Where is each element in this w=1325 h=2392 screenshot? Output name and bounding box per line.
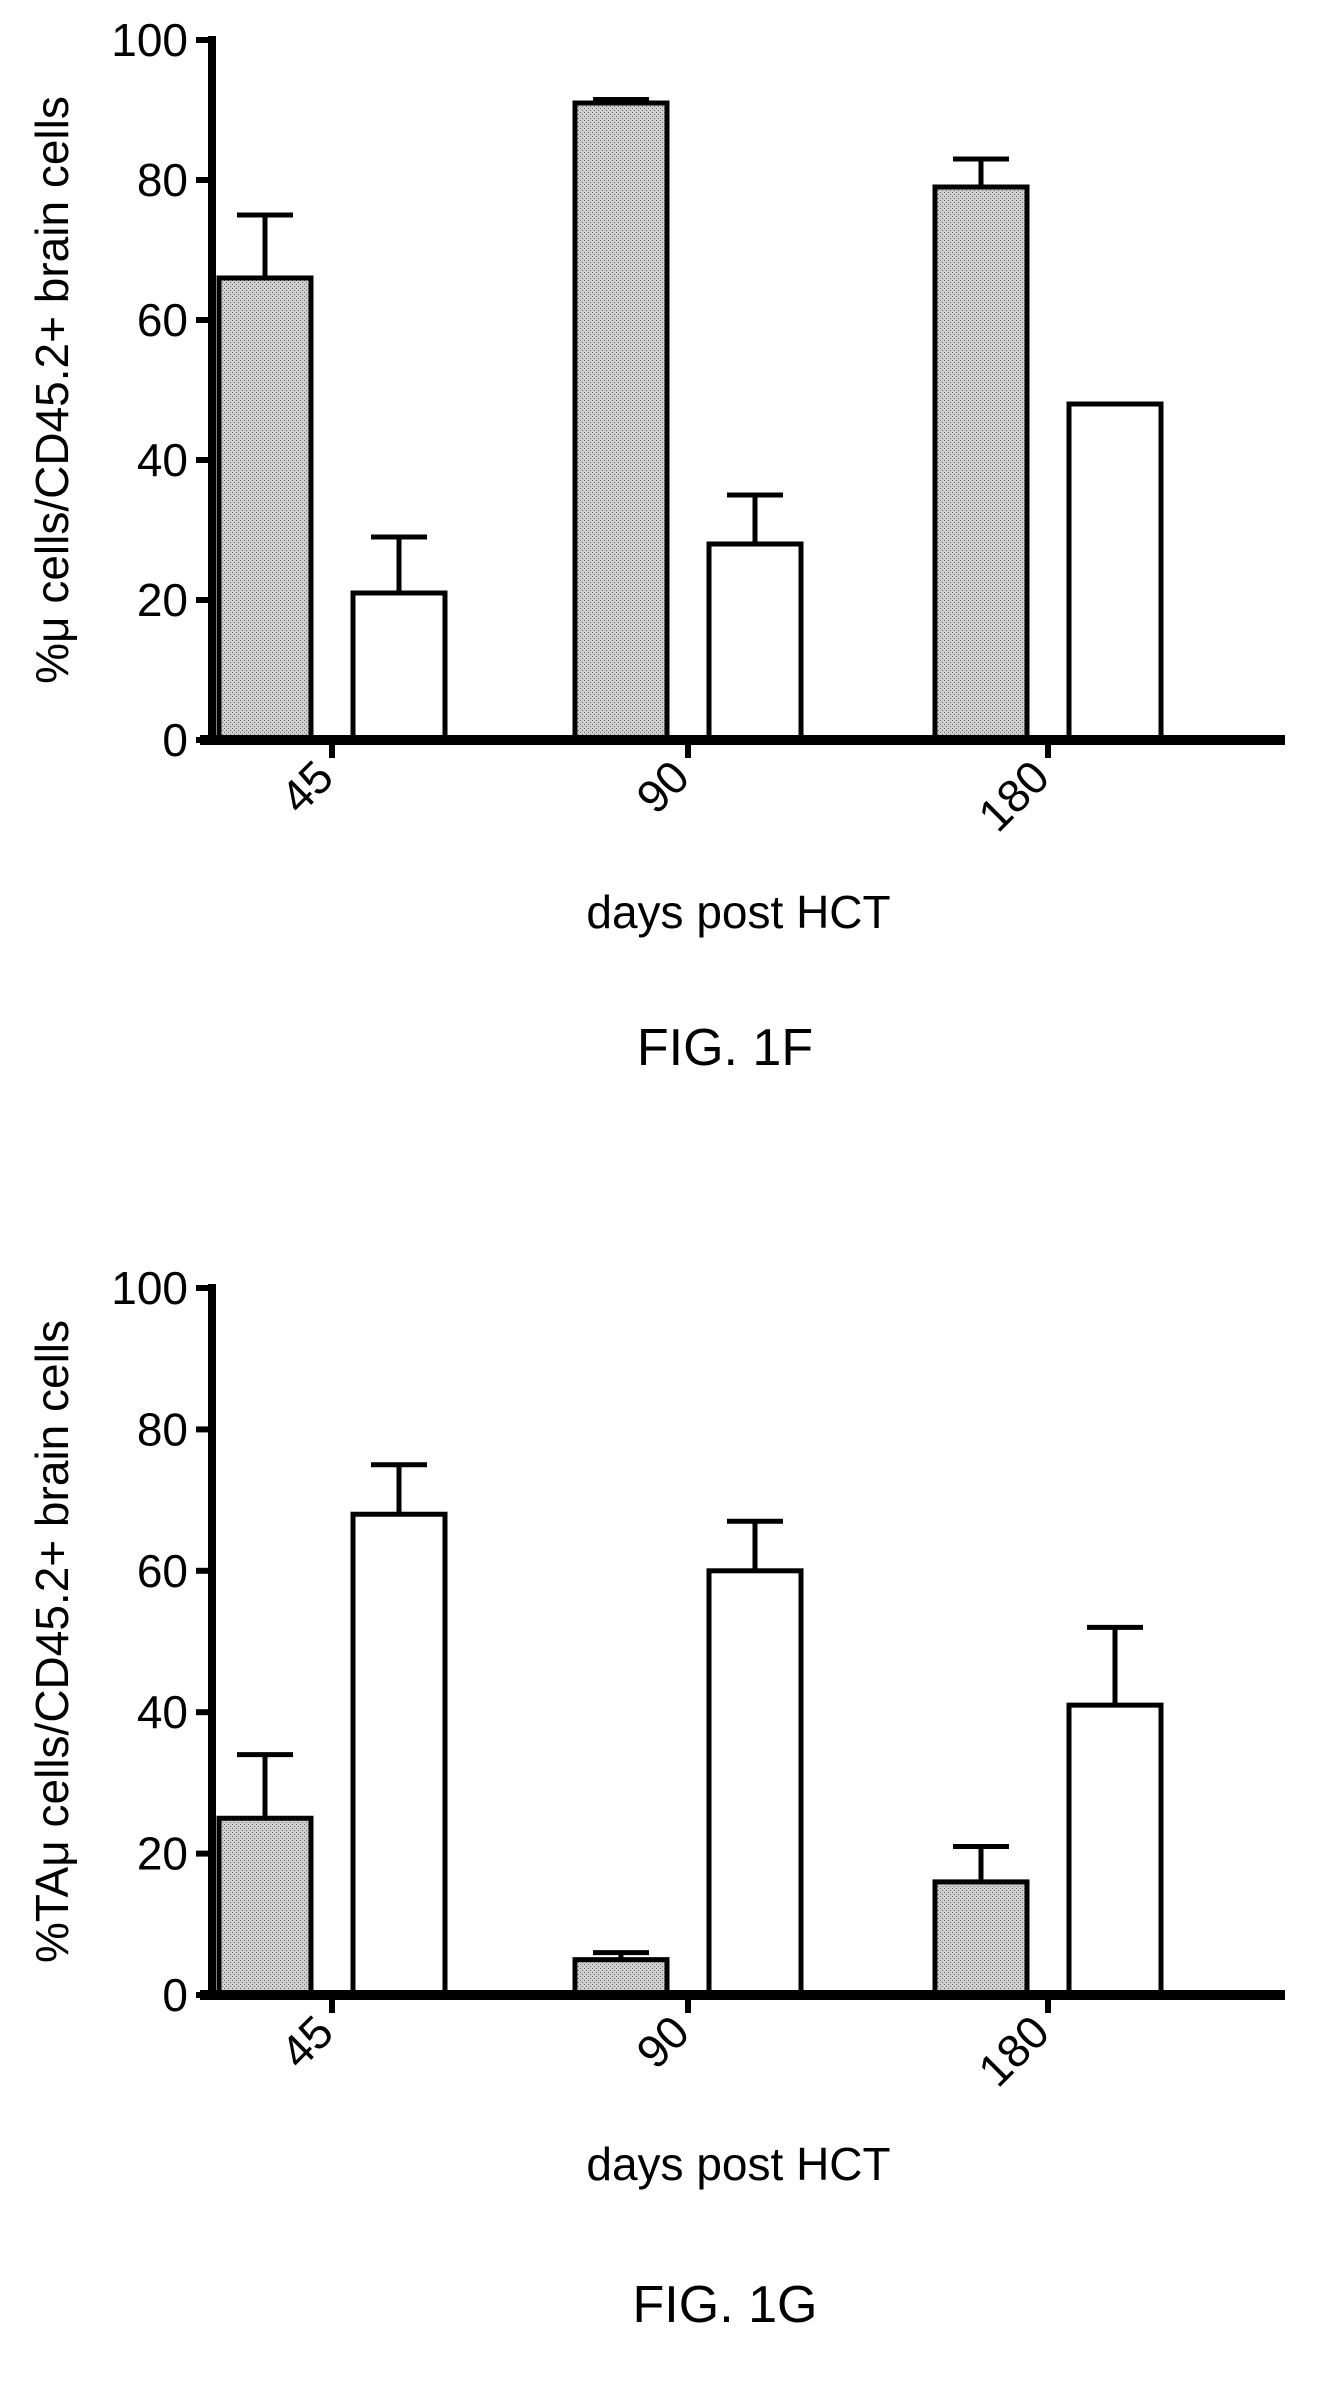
chart1-bar-45-series1 [216, 275, 314, 743]
chart2-x-tick-label-180: 180 [968, 2005, 1059, 2096]
chart2-bar-90-series1 [572, 1957, 670, 1998]
chart2-bar-90-series2 [706, 1568, 804, 1998]
chart2-bar-180-series1 [932, 1879, 1030, 1998]
chart1-figure-caption: FIG. 1F [637, 1019, 813, 1077]
chart2-bar-180-series2 [1066, 1702, 1164, 1998]
chart2-y-tick-label-0: 0 [162, 1969, 188, 2021]
chart2-figure-caption: FIG. 1G [633, 2276, 818, 2334]
chart1-x-tick-label-90: 90 [626, 750, 699, 823]
chart2-bar-45-series2 [350, 1511, 448, 1998]
chart2-bar-45-series1 [216, 1815, 314, 1998]
chart1-y-tick-label-60: 60 [137, 294, 188, 346]
chart1-x-axis-label: days post HCT [586, 886, 890, 938]
chart1-bar-45-series2 [350, 590, 448, 743]
chart2-y-tick-label-100: 100 [111, 1262, 188, 1314]
chart2-x-axis-label: days post HCT [586, 2138, 890, 2190]
chart1-bar-90-series1 [572, 100, 670, 743]
chart1-y-tick-label-20: 20 [137, 574, 188, 626]
chart1-y-tick-label-40: 40 [137, 434, 188, 486]
chart2-y-tick-label-40: 40 [137, 1686, 188, 1738]
chart2-x-tick-label-90: 90 [626, 2005, 699, 2078]
chart2-y-tick-label-60: 60 [137, 1545, 188, 1597]
chart1-y-tick-label-80: 80 [137, 154, 188, 206]
chart1-y-tick-label-0: 0 [162, 714, 188, 766]
chart2-y-tick-label-20: 20 [137, 1828, 188, 1880]
chart2-y-axis-label: %TAμ cells/CD45.2+ brain cells [26, 1320, 78, 1963]
chart1-bar-180-series2 [1066, 401, 1164, 743]
chart1-x-tick-label-180: 180 [968, 750, 1059, 841]
chart1-y-axis-label: %μ cells/CD45.2+ brain cells [26, 96, 78, 684]
chart1-y-tick-label-100: 100 [111, 14, 188, 66]
chart1-x-tick-label-45: 45 [270, 750, 343, 823]
chart2-y-tick-label-80: 80 [137, 1403, 188, 1455]
chart1-bar-90-series2 [706, 541, 804, 743]
chart1-bar-180-series1 [932, 184, 1030, 743]
chart2-x-tick-label-45: 45 [270, 2005, 343, 2078]
